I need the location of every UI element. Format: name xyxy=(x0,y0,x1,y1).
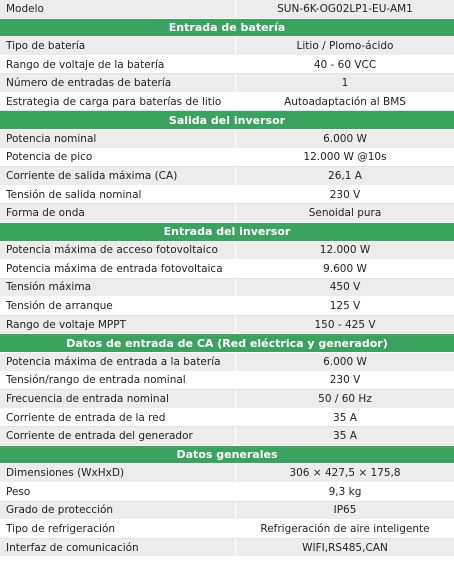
section-header: Entrada del inversor xyxy=(0,222,454,242)
row-label: Rango de voltaje MPPT xyxy=(0,315,236,335)
row-label: Modelo xyxy=(0,0,236,19)
row-label: Tipo de refrigeración xyxy=(0,520,236,539)
row-value: 230 V xyxy=(236,185,454,205)
row-label: Rango de voltaje de la batería xyxy=(0,55,236,75)
row-label: Corriente de salida máxima (CA) xyxy=(0,167,236,186)
row-label: Tensión de arranque xyxy=(0,297,236,316)
row-value: 12.000 W @10s xyxy=(236,148,454,168)
row-value: 306 × 427,5 × 175,8 xyxy=(236,464,454,484)
row-label: Peso xyxy=(0,483,236,502)
row-label: Grado de protección xyxy=(0,501,236,521)
row-label: Potencia máxima de entrada fotovoltaica xyxy=(0,260,236,279)
row-value: SUN-6K-OG02LP1-EU-AM1 xyxy=(236,0,454,19)
section-header: Datos de entrada de CA (Red eléctrica y … xyxy=(0,334,454,353)
row-value: 6.000 W xyxy=(236,130,454,149)
row-value: 125 V xyxy=(236,297,454,316)
row-label: Potencia de pico xyxy=(0,148,236,168)
row-label: Dimensiones (WxHxD) xyxy=(0,464,236,484)
row-value: 6.000 W xyxy=(236,352,454,372)
section-header: Datos generales xyxy=(0,445,454,465)
row-label: Potencia nominal xyxy=(0,130,236,149)
row-value: 1 xyxy=(236,74,454,93)
row-value: 35 A xyxy=(236,408,454,428)
row-value: 150 - 425 V xyxy=(236,315,454,335)
row-value: IP65 xyxy=(236,501,454,521)
row-value: Refrigeración de aire inteligente xyxy=(236,520,454,539)
row-value: Autoadaptación al BMS xyxy=(236,92,454,112)
row-label: Interfaz de comunicación xyxy=(0,538,236,558)
row-value: 50 / 60 Hz xyxy=(236,390,454,409)
row-label: Potencia máxima de entrada a la batería xyxy=(0,352,236,372)
row-label: Corriente de entrada de la red xyxy=(0,408,236,428)
row-label: Potencia máxima de acceso fotovoltaico xyxy=(0,241,236,261)
row-value: 9.600 W xyxy=(236,260,454,279)
row-label: Tensión/rango de entrada nominal xyxy=(0,371,236,391)
row-value: 450 V xyxy=(236,278,454,298)
row-label: Número de entradas de batería xyxy=(0,74,236,93)
row-value: 12.000 W xyxy=(236,241,454,261)
row-value: Senoidal pura xyxy=(236,204,454,223)
row-label: Tensión de salida nominal xyxy=(0,185,236,205)
row-value: 40 - 60 VCC xyxy=(236,55,454,75)
row-label: Estrategia de carga para baterías de lit… xyxy=(0,92,236,112)
row-value: 26,1 A xyxy=(236,167,454,186)
row-label: Corriente de entrada del generador xyxy=(0,427,236,446)
section-header: Salida del inversor xyxy=(0,111,454,131)
row-value: 35 A xyxy=(236,427,454,446)
row-value: Litio / Plomo-ácido xyxy=(236,37,454,56)
row-value: 230 V xyxy=(236,371,454,391)
row-label: Frecuencia de entrada nominal xyxy=(0,390,236,409)
row-label: Forma de onda xyxy=(0,204,236,223)
row-label: Tipo de batería xyxy=(0,37,236,56)
section-header: Entrada de batería xyxy=(0,18,454,38)
row-value: 9,3 kg xyxy=(236,483,454,502)
row-label: Tensión máxima xyxy=(0,278,236,298)
row-value: WIFI,RS485,CAN xyxy=(236,538,454,558)
